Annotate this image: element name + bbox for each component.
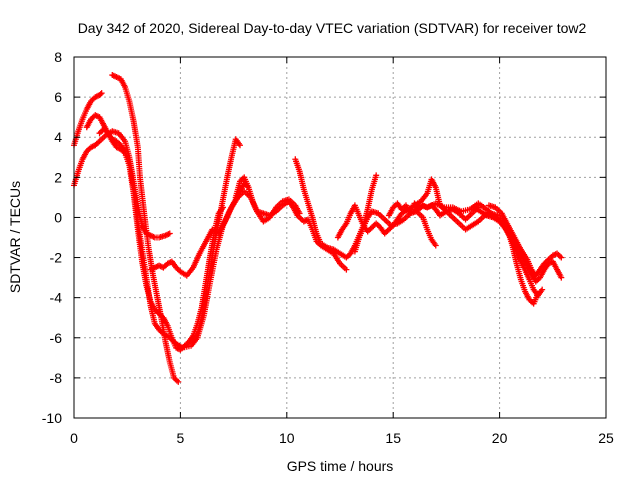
plus-marker	[98, 90, 105, 97]
plus-marker	[558, 254, 565, 261]
x-tick-label: 5	[177, 430, 185, 446]
series-track-15	[485, 202, 565, 279]
series-track-2	[109, 72, 182, 385]
plus-marker	[343, 266, 350, 273]
plus-marker	[558, 274, 565, 281]
y-axis-label: SDTVAR / TECUs	[7, 181, 23, 293]
series-track-14	[471, 204, 565, 285]
data-points	[71, 72, 565, 385]
y-tick-label: 4	[54, 129, 62, 145]
axis-ticks	[73, 56, 607, 419]
plus-marker	[373, 172, 380, 179]
y-tick-label: -2	[50, 250, 63, 266]
y-tick-label: 8	[54, 49, 62, 65]
plus-marker	[432, 242, 439, 249]
plus-marker	[236, 142, 243, 149]
x-tick-label: 20	[492, 430, 508, 446]
y-tick-label: 2	[54, 169, 62, 185]
y-tick-label: 6	[54, 89, 62, 105]
plus-marker	[175, 378, 182, 385]
y-tick-label: -4	[50, 290, 63, 306]
series-track-7	[190, 136, 243, 345]
plus-marker	[97, 91, 104, 98]
grid	[74, 57, 606, 418]
y-tick-label: -10	[42, 410, 62, 426]
x-tick-label: 15	[385, 430, 401, 446]
y-tick-label: 0	[54, 209, 62, 225]
plot-frame	[73, 56, 607, 419]
series-track-11	[351, 208, 439, 255]
y-tick-label: -6	[50, 330, 63, 346]
plus-marker	[166, 230, 173, 237]
chart-title: Day 342 of 2020, Sidereal Day-to-day VTE…	[78, 20, 587, 36]
x-tick-labels: 0 5 10 15 20 25	[70, 430, 614, 446]
y-tick-labels: -10 -8 -6 -4 -2 0 2 4 6 8	[42, 49, 62, 426]
y-tick-label: -8	[50, 370, 63, 386]
x-tick-label: 25	[598, 430, 614, 446]
x-tick-label: 10	[279, 430, 295, 446]
x-tick-label: 0	[70, 430, 78, 446]
x-axis-label: GPS time / hours	[287, 458, 394, 474]
plus-marker	[539, 286, 546, 293]
